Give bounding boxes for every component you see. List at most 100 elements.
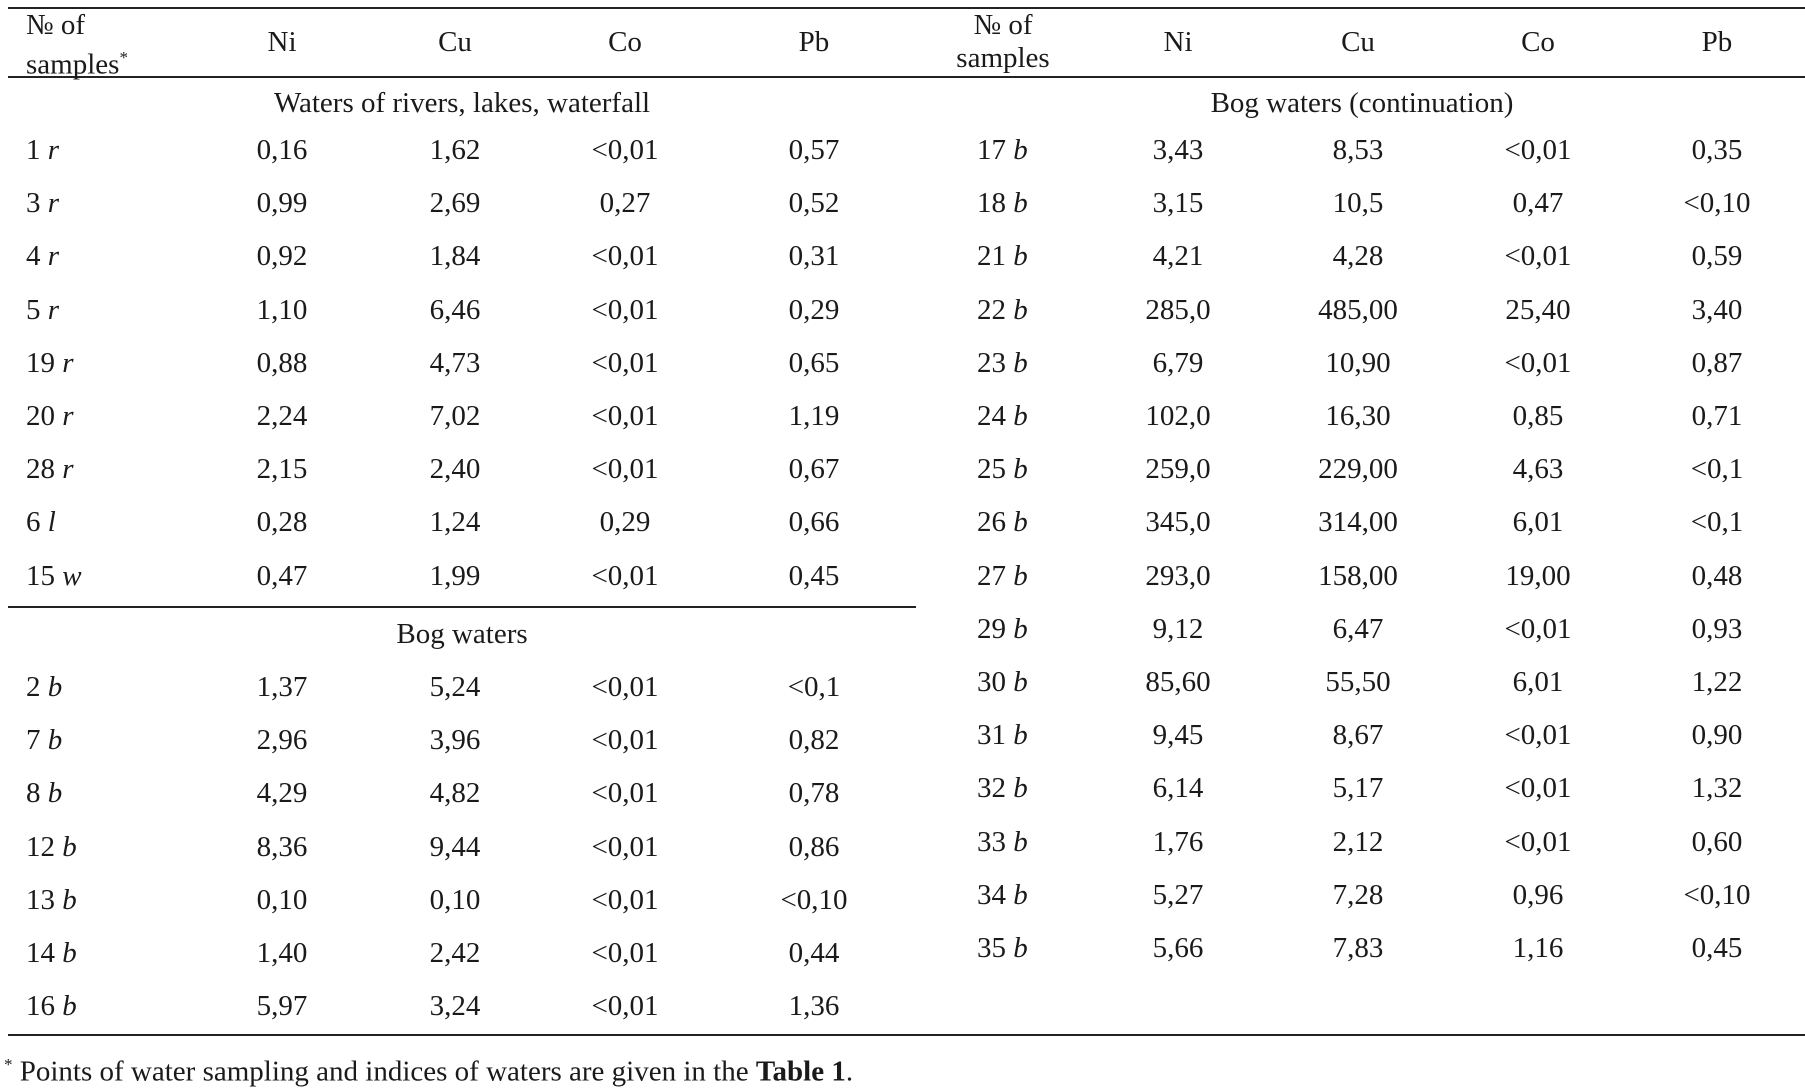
cu-value: 158,00 [1318, 559, 1398, 592]
ni-value: 3,43 [1152, 134, 1204, 166]
ni-value: 0,99 [256, 187, 308, 220]
header-footnote-mark: * [119, 48, 128, 67]
water-index: b [1013, 559, 1028, 592]
water-index: b [1013, 719, 1028, 752]
header-right-pb: Pb [1701, 26, 1733, 58]
cu-value: 3,24 [429, 990, 481, 1023]
sample-number: 8 [26, 777, 41, 810]
sample-number: 33 [977, 825, 1006, 858]
section-title-bog: Bog waters [396, 618, 528, 650]
pb-value: 0,82 [788, 724, 840, 757]
co-value: <0,01 [591, 830, 659, 863]
sample-id: 23 b [977, 347, 1028, 379]
ni-value: 0,28 [256, 506, 308, 539]
sample-id: 30 b [977, 666, 1028, 698]
pb-value: 1,19 [788, 400, 840, 432]
co-value: <0,01 [591, 724, 659, 757]
header-left-co: Co [608, 26, 642, 58]
header-right-ni: Ni [1163, 26, 1193, 58]
ni-value: 1,76 [1152, 825, 1204, 858]
water-index: b [47, 777, 63, 810]
sample-number: 5 [26, 293, 41, 326]
sample-number: 25 [977, 453, 1006, 486]
ni-value: 2,24 [256, 400, 308, 432]
sample-number: 29 [977, 612, 1006, 645]
sample-id: 27 b [977, 560, 1028, 592]
cu-value: 2,40 [429, 453, 481, 486]
sample-number: 22 [977, 293, 1006, 326]
pb-value: <0,10 [1683, 187, 1751, 220]
ni-value: 5,97 [256, 990, 308, 1023]
cu-value: 5,24 [429, 671, 481, 703]
ni-value: 0,16 [256, 134, 308, 166]
sample-number: 1 [26, 134, 41, 166]
footnote-mark: * [4, 1055, 13, 1074]
sample-number: 27 [977, 559, 1006, 592]
cu-value: 6,47 [1332, 612, 1384, 645]
sample-id: 24 b [977, 400, 1028, 432]
sample-number: 19 [26, 346, 55, 379]
ni-value: 6,14 [1152, 772, 1204, 805]
sample-id: 26 b [977, 506, 1028, 538]
cu-value: 8,67 [1332, 719, 1384, 752]
sample-number: 4 [26, 240, 41, 273]
sample-number: 7 [26, 724, 41, 757]
cu-value: 16,30 [1325, 400, 1391, 432]
sample-number: 12 [26, 830, 55, 863]
cu-value: 9,44 [429, 830, 481, 863]
pb-value: 0,48 [1691, 559, 1743, 592]
water-index: b [1013, 293, 1028, 326]
ni-value: 85,60 [1145, 666, 1211, 698]
co-value: 19,00 [1505, 559, 1571, 592]
cu-value: 10,90 [1325, 346, 1391, 379]
sample-number: 17 [977, 134, 1006, 166]
pb-value: <0,1 [1690, 506, 1744, 539]
sample-number: 16 [26, 990, 55, 1023]
sample-id: 29 b [977, 613, 1028, 645]
co-value: <0,01 [591, 293, 659, 326]
cu-value: 8,53 [1332, 134, 1384, 166]
sample-id: 2 b [26, 671, 62, 703]
co-value: <0,01 [591, 134, 659, 166]
water-index: b [1013, 932, 1028, 964]
co-value: 6,01 [1512, 666, 1564, 698]
co-value: <0,01 [1504, 719, 1572, 752]
sample-id: 34 b [977, 879, 1028, 911]
cu-value: 1,62 [429, 134, 481, 166]
cu-value: 4,82 [429, 777, 481, 810]
water-index: b [1013, 400, 1028, 432]
pb-value: 0,65 [788, 346, 840, 379]
pb-value: <0,10 [1683, 878, 1751, 911]
pb-value: 0,29 [788, 293, 840, 326]
pb-value: 0,71 [1691, 400, 1743, 432]
sample-number: 13 [26, 883, 55, 916]
pb-value: 3,40 [1691, 293, 1743, 326]
ni-value: 4,29 [256, 777, 308, 810]
sample-number: 35 [977, 932, 1006, 964]
sample-number: 31 [977, 719, 1006, 752]
sample-id: 14 b [26, 937, 77, 969]
pb-value: 1,36 [788, 990, 840, 1023]
water-index: b [1013, 346, 1028, 379]
pb-value: 0,35 [1691, 134, 1743, 166]
pb-value: 0,78 [788, 777, 840, 810]
header-left-cu: Cu [438, 26, 472, 58]
sample-id: 3 r [26, 187, 59, 219]
co-value: <0,01 [591, 453, 659, 486]
sample-id: 18 b [977, 187, 1028, 219]
water-index: r [62, 453, 74, 486]
water-index: b [1013, 878, 1028, 911]
sample-id: 1 r [26, 134, 59, 166]
co-value: <0,01 [591, 937, 659, 969]
sample-id: 21 b [977, 240, 1028, 272]
ni-value: 345,0 [1145, 506, 1211, 539]
cu-value: 7,28 [1332, 878, 1384, 911]
sample-id: 12 b [26, 831, 77, 863]
header-left-sample-col-line2: samples* [26, 42, 128, 81]
co-value: <0,01 [1504, 612, 1572, 645]
pb-value: 0,31 [788, 240, 840, 273]
footnote-text-before: Points of water sampling and indices of … [12, 1055, 756, 1088]
co-value: <0,01 [591, 400, 659, 432]
cu-value: 1,99 [429, 559, 481, 592]
header-right-cu: Cu [1341, 26, 1375, 58]
